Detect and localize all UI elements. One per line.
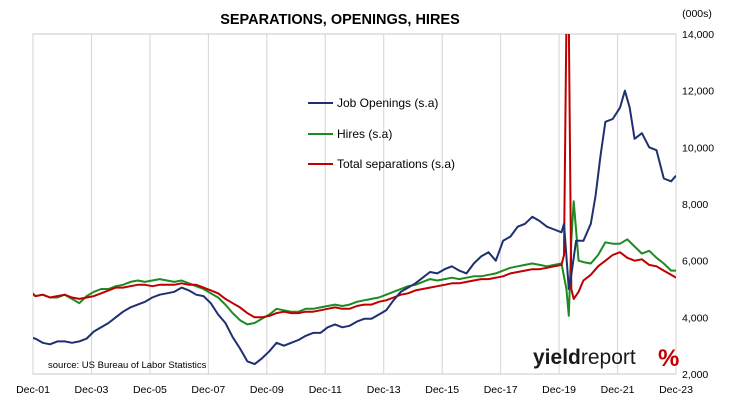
x-tick-label: Dec-05 [133,384,167,396]
x-tick-label: Dec-23 [659,384,693,396]
series-line-job-openings [33,89,676,366]
y-tick-label: 12,000 [682,86,714,98]
series-line-total-separations [33,34,676,319]
y-tick-label: 2,000 [682,369,708,381]
chart-title: SEPARATIONS, OPENINGS, HIRES [220,12,460,28]
brand-text-report: report [581,346,636,369]
x-tick-label: Dec-15 [425,384,459,396]
y-tick-label: 8,000 [682,199,708,211]
x-tick-label: Dec-03 [75,384,109,396]
y-axis-ticks: 2,000 4,000 6,000 8,000 10,000 12,000 14,000 [682,29,714,381]
grid-lines [32,34,677,374]
legend-label-job-openings: Job Openings (s.a) [337,96,438,110]
legend: Job Openings (s.a) Hires (s.a) Total sep… [308,96,455,171]
x-tick-label: Dec-19 [542,384,576,396]
y-tick-label: 10,000 [682,142,714,154]
y-tick-label: 14,000 [682,29,714,41]
x-tick-label: Dec-21 [601,384,635,396]
yieldreport-logo: yieldreport % [533,345,679,372]
legend-label-hires: Hires (s.a) [337,127,392,141]
x-tick-label: Dec-17 [484,384,518,396]
brand-percent-icon: % [658,345,679,372]
svg-text:yieldreport: yieldreport [533,346,636,369]
x-tick-label: Dec-07 [191,384,225,396]
series-lines [33,34,676,366]
y-tick-label: 6,000 [682,256,708,268]
x-tick-label: Dec-11 [309,384,342,396]
x-axis-ticks: Dec-01 Dec-03 Dec-05 Dec-07 Dec-09 Dec-11 Dec-… [16,384,693,396]
y-axis-unit: (000s) [682,8,712,20]
x-tick-label: Dec-13 [367,384,401,396]
legend-label-total-separations: Total separations (s.a) [337,157,455,171]
x-tick-label: Dec-01 [16,384,50,396]
y-tick-label: 4,000 [682,312,708,324]
brand-text-yield: yield [533,346,581,369]
source-note: source: US Bureau of Labor Statistics [48,360,207,371]
x-tick-label: Dec-09 [250,384,284,396]
